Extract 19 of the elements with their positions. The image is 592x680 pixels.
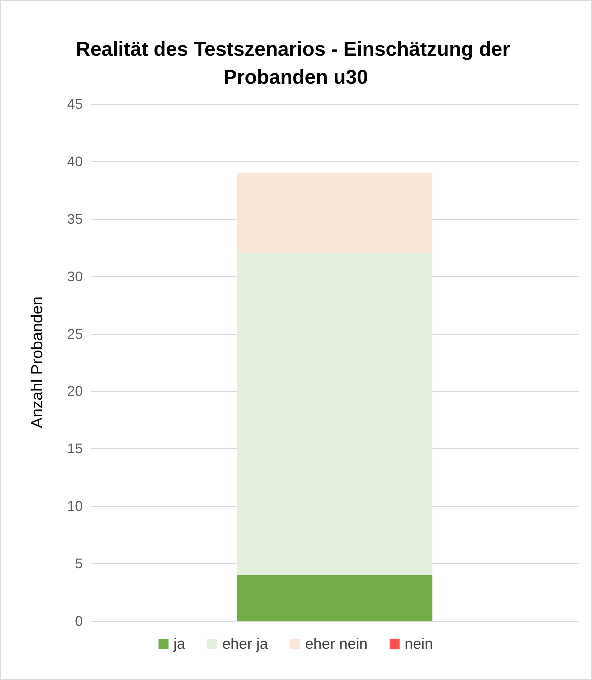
bar bbox=[237, 575, 433, 621]
legend-label: eher ja bbox=[222, 636, 269, 653]
y-tick-label: 35 bbox=[67, 210, 84, 227]
y-tick-label: 15 bbox=[67, 440, 84, 457]
y-tick-label: 25 bbox=[67, 326, 84, 342]
bar bbox=[237, 253, 433, 576]
y-tick-label: 45 bbox=[67, 96, 84, 112]
y-axis-title: Anzahl Probanden bbox=[30, 296, 46, 428]
y-tick-label: 10 bbox=[67, 498, 84, 514]
y-tick-label: 20 bbox=[67, 383, 84, 400]
y-tick-label: 30 bbox=[67, 268, 84, 284]
y-tick-label: 0 bbox=[75, 613, 84, 629]
chart-title: Realität des Testszenarios - Einschätzung der Probanden u30 bbox=[76, 39, 516, 89]
bar bbox=[237, 172, 433, 254]
y-tick-label: 5 bbox=[75, 556, 84, 572]
legend-label: ja bbox=[172, 636, 186, 653]
y-tick-label: 40 bbox=[67, 153, 84, 170]
legend-label: nein bbox=[404, 636, 434, 653]
legend-label: eher nein bbox=[305, 636, 368, 653]
